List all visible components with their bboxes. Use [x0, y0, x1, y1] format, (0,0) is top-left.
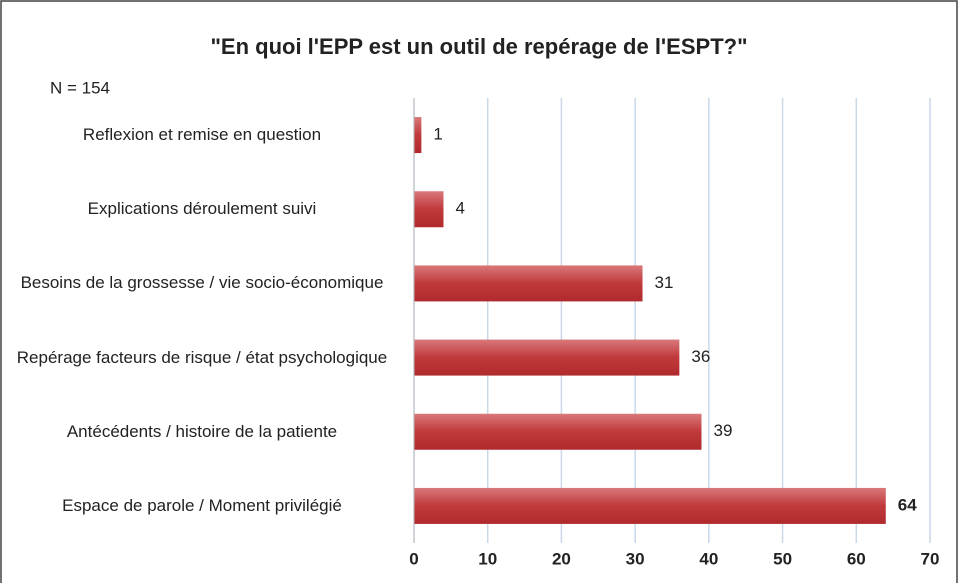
bar [414, 117, 422, 154]
category-label: Besoins de la grossesse / vie socio-écon… [20, 273, 384, 293]
x-tick-label: 50 [773, 549, 792, 568]
x-tick-label: 10 [478, 549, 497, 568]
category-label: Antécédents / histoire de la patiente [66, 421, 338, 441]
annotation: N = 154 [50, 78, 110, 97]
bar [414, 487, 886, 524]
bar [414, 339, 680, 376]
x-tick-label: 20 [552, 549, 571, 568]
category-label: Reflexion et remise en question [82, 125, 322, 145]
x-tick-label: 0 [409, 549, 418, 568]
x-tick-label: 60 [847, 549, 866, 568]
category-label: Espace de parole / Moment privilégié [62, 495, 342, 515]
category-label: Explications déroulement suivi [87, 199, 317, 219]
value-label: 36 [691, 347, 710, 366]
bar [414, 191, 444, 228]
value-label: 64 [898, 495, 917, 514]
value-label: 31 [655, 273, 674, 292]
bar [414, 265, 643, 302]
x-tick-label: 40 [699, 549, 718, 568]
category-label: Repérage facteurs de risque / état psych… [16, 347, 388, 367]
value-label: 39 [713, 421, 732, 440]
bar [414, 413, 702, 450]
value-label: 4 [455, 199, 464, 218]
value-label: 1 [433, 125, 442, 144]
x-tick-label: 70 [921, 549, 940, 568]
chart-title: "En quoi l'EPP est un outil de repérage … [210, 34, 747, 59]
x-tick-label: 30 [626, 549, 645, 568]
